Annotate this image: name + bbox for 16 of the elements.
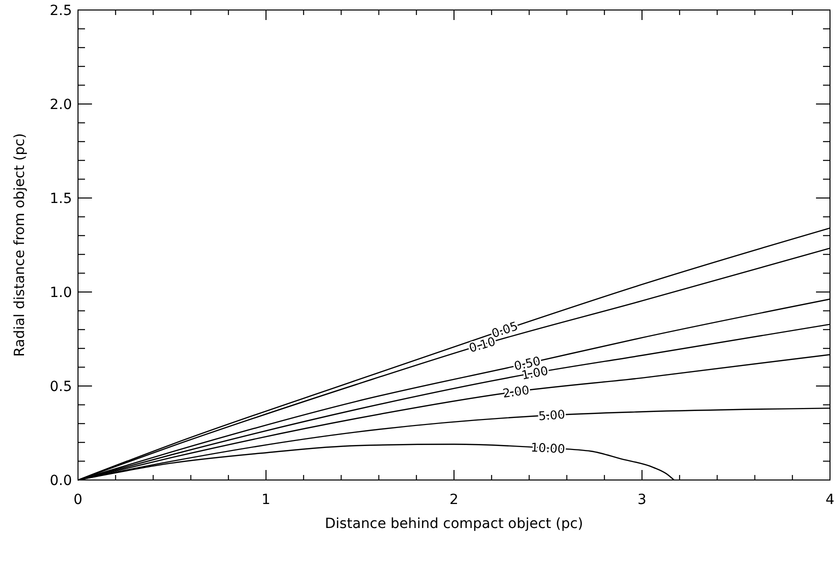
y-tick-label: 0.5 <box>50 378 72 395</box>
x-tick-label: 1 <box>262 492 270 508</box>
y-tick-label: 2.0 <box>50 96 72 113</box>
y-axis-title: Radial distance from object (pc) <box>12 133 28 357</box>
y-tick-label: 1.0 <box>50 284 72 301</box>
series-label: 5.00 <box>538 407 566 424</box>
text: 2.00 <box>502 383 530 401</box>
y-tick-label: 0.0 <box>50 472 72 489</box>
y-tick-label: 2.5 <box>50 2 72 19</box>
series-label: 10.00 <box>530 440 566 456</box>
x-tick-label: 3 <box>638 492 646 508</box>
x-tick-label: 0 <box>74 492 82 508</box>
x-axis-title: Distance behind compact object (pc) <box>324 516 584 532</box>
x-tick-label: 4 <box>826 492 835 508</box>
x-tick-label: 2 <box>450 492 458 508</box>
y-tick-label: 1.5 <box>50 190 72 207</box>
